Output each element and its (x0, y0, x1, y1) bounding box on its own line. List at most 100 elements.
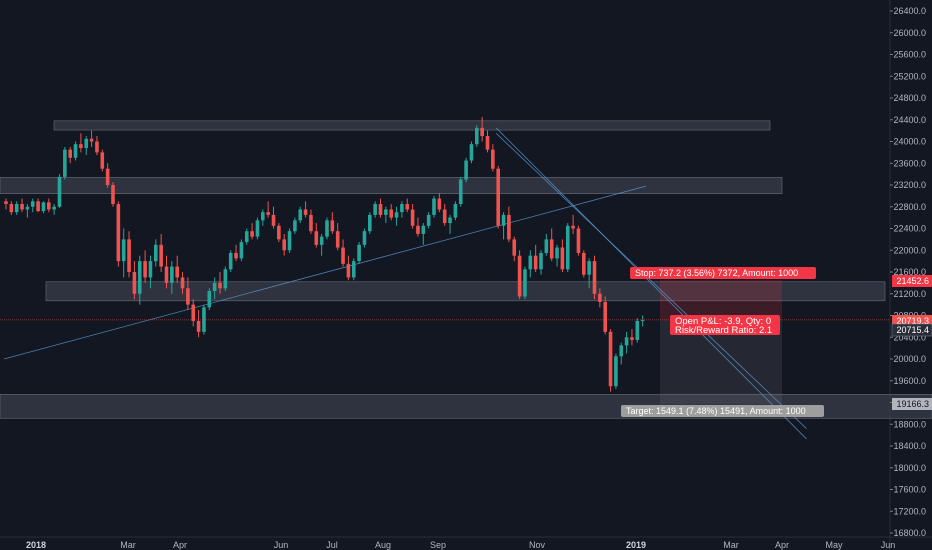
candle (357, 242, 361, 264)
x-tick-label: 2019 (626, 540, 646, 550)
candle (341, 239, 345, 267)
candle (100, 149, 105, 172)
y-tick-label: 18800.0 (893, 419, 926, 429)
candle (630, 329, 634, 346)
candle (378, 198, 383, 218)
y-tick-label: 20000.0 (893, 354, 926, 364)
trend-line-1 (3, 185, 647, 360)
candle (68, 146, 72, 164)
candle (73, 141, 78, 161)
candle (351, 258, 356, 281)
candle (116, 201, 121, 267)
svg-text:19166.3: 19166.3 (896, 399, 929, 409)
y-tick-label: 17200.0 (893, 506, 926, 516)
candle (84, 136, 89, 156)
stop-label-box: Stop: 737.2 (3.56%) 7372, Amount: 1000 (630, 267, 816, 279)
candle (148, 255, 153, 289)
candle (582, 250, 586, 278)
candle (480, 117, 484, 142)
candle (180, 272, 185, 294)
candle (416, 217, 420, 237)
candle (164, 255, 169, 289)
candle (400, 201, 404, 218)
candle (501, 212, 506, 240)
candle (154, 239, 158, 267)
candle (565, 223, 570, 272)
trend-line-3 (495, 133, 807, 429)
candle (608, 329, 613, 392)
x-tick-label: Apr (775, 540, 789, 550)
candle (30, 198, 35, 213)
candle (410, 204, 415, 229)
candle (496, 165, 500, 229)
candle (95, 136, 99, 156)
candle (175, 255, 179, 283)
x-tick-label: Mar (120, 540, 136, 550)
candle (373, 201, 377, 218)
x-tick-label: Nov (529, 540, 546, 550)
candle (105, 163, 110, 188)
candle (282, 233, 286, 256)
candle (196, 310, 201, 338)
y-tick-label: 22000.0 (893, 245, 926, 255)
candle (576, 225, 581, 256)
svg-text:20715.4: 20715.4 (896, 325, 929, 335)
candle (533, 244, 538, 272)
target-label-box: Target: 1549.1 (7.48%) 15491, Amount: 10… (621, 405, 824, 417)
candle (437, 193, 442, 213)
candle (635, 318, 640, 343)
x-tick-label: Jun (274, 540, 289, 550)
y-tick-label: 22800.0 (893, 202, 926, 212)
y-tick-label: 23200.0 (893, 180, 926, 190)
x-tick-label: Jul (326, 540, 338, 550)
candle (207, 288, 212, 311)
stop-label: Stop: 737.2 (3.56%) 7372, Amount: 1000 (635, 268, 798, 278)
candle (261, 209, 265, 226)
candle (218, 272, 222, 294)
y-tick-label: 25600.0 (893, 50, 926, 60)
y-tick-label: 19600.0 (893, 376, 926, 386)
candle (453, 201, 458, 221)
candle (319, 233, 324, 256)
candle (507, 206, 511, 243)
candle (523, 266, 527, 300)
x-tick-label: Sep (430, 540, 446, 550)
x-tick-label: 2018 (26, 540, 46, 550)
short-position-tool[interactable] (660, 280, 782, 405)
candle (603, 296, 607, 335)
candle (549, 228, 554, 262)
price-axis[interactable]: 26400.0 26000.0 25600.0 25200.0 24800.0 24400… (890, 6, 926, 538)
candle (14, 201, 19, 215)
candle (228, 250, 233, 272)
candle (389, 204, 393, 221)
candle (63, 146, 67, 180)
y-tick-label: 24800.0 (893, 93, 926, 103)
candle (287, 228, 292, 253)
y-tick-label: 20400.0 (893, 332, 926, 342)
candle (587, 258, 591, 289)
candle (52, 204, 56, 215)
candle (298, 206, 303, 224)
x-tick-label: Apr (173, 540, 187, 550)
candle (598, 288, 602, 308)
svg-text:20719.3: 20719.3 (896, 316, 929, 326)
candle (137, 255, 142, 305)
candle (271, 206, 276, 229)
candle (544, 233, 549, 256)
candle (309, 209, 313, 234)
candle (234, 244, 238, 262)
candle (330, 212, 335, 234)
y-tick-label: 16800.0 (893, 528, 926, 538)
candle (121, 228, 126, 278)
y-tick-label: 17600.0 (893, 485, 926, 495)
time-axis[interactable]: 2018 Mar Apr Jun Jul Aug Sep Nov 2019 Mar Apr May Ju… (26, 540, 895, 550)
candle (277, 223, 281, 243)
stop-risk-box (660, 280, 782, 321)
candle (159, 233, 163, 272)
candle (485, 130, 490, 153)
candle (250, 223, 254, 240)
target-label: Target: 1549.1 (7.48%) 15491, Amount: 10… (626, 406, 806, 416)
position-labels: Stop: 737.2 (3.56%) 7372, Amount: 1000 O… (621, 267, 824, 417)
candle (619, 342, 624, 365)
